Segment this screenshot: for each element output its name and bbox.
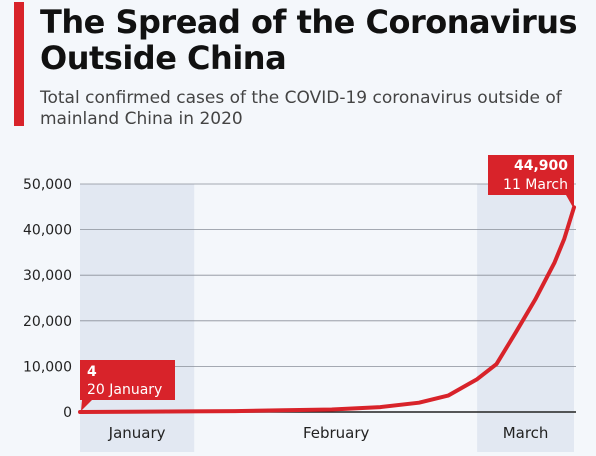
callout-pointer-start xyxy=(81,400,92,411)
callout-value-start: 4 xyxy=(87,364,97,380)
callout-box-start xyxy=(80,360,175,400)
callouts: 4 20 January 44,900 11 March xyxy=(80,155,574,411)
series-layer xyxy=(78,205,576,414)
x-tick-label: March xyxy=(503,424,549,442)
callout-date-end: 11 March xyxy=(503,177,568,193)
callout-box-end xyxy=(488,155,574,195)
data-point xyxy=(495,362,499,366)
chart-title: The Spread of the Coronavirus Outside Ch… xyxy=(40,3,578,77)
x-axis-month-labels: January February March xyxy=(108,424,549,442)
data-point xyxy=(475,377,479,381)
data-point xyxy=(446,394,450,398)
data-point xyxy=(78,410,82,414)
data-point xyxy=(330,407,334,411)
month-band-january xyxy=(80,184,195,452)
data-point xyxy=(233,409,237,413)
callout-date-start: 20 January xyxy=(87,382,162,398)
data-point xyxy=(185,409,189,413)
callout-value-end: 44,900 xyxy=(514,158,568,174)
y-tick-label: 50,000 xyxy=(23,177,72,193)
y-tick-label: 20,000 xyxy=(23,314,72,330)
data-point xyxy=(126,410,130,414)
x-tick-label: January xyxy=(108,424,166,442)
y-axis-ticks: 0 10,000 20,000 30,000 40,000 50,000 xyxy=(23,177,72,421)
y-tick-label: 10,000 xyxy=(23,359,72,375)
data-point xyxy=(562,237,566,241)
x-tick-label: February xyxy=(303,424,370,442)
title-accent-bar xyxy=(14,2,24,126)
y-tick-label: 40,000 xyxy=(23,223,72,239)
y-tick-label: 0 xyxy=(63,405,72,421)
callout-pointer-end xyxy=(566,195,574,210)
chart-subtitle: Total confirmed cases of the COVID-19 co… xyxy=(40,88,562,129)
data-point xyxy=(417,401,421,405)
data-point xyxy=(281,408,285,412)
data-point xyxy=(378,405,382,409)
data-point xyxy=(533,297,537,301)
y-tick-label: 30,000 xyxy=(23,268,72,284)
data-point xyxy=(514,330,518,334)
month-shading xyxy=(80,184,574,452)
series-line xyxy=(78,205,576,414)
data-point xyxy=(553,260,557,264)
